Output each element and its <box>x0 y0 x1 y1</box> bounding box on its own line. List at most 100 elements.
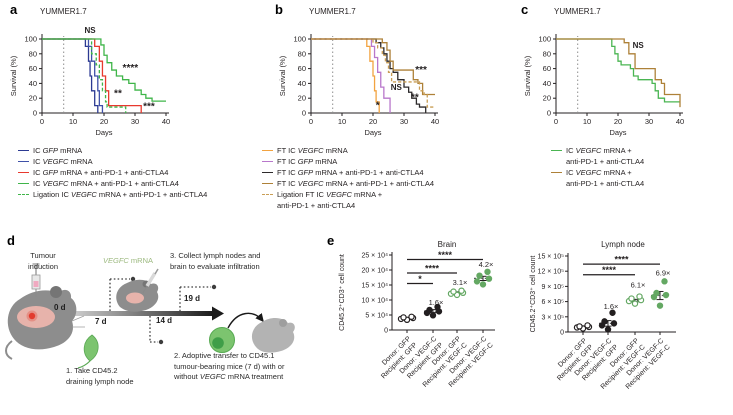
significance-annotation: **** <box>602 265 617 275</box>
data-point <box>485 275 493 282</box>
y-tick-label: 40 <box>29 79 37 88</box>
y-axis-label: CD45.2⁺CD3⁺ cell count <box>529 256 537 333</box>
x-tick-label: 10 <box>69 117 77 126</box>
x-tick-label: 10 <box>338 117 346 126</box>
data-point <box>631 300 639 307</box>
survival-curve <box>311 38 427 113</box>
x-tick-label: 20 <box>614 117 622 126</box>
y-tick-label: 60 <box>298 64 306 73</box>
significance-annotation: NS <box>633 41 645 50</box>
legend-label: FT IC GFP mRNA + anti-PD-1 + anti-CTLA4 <box>277 168 424 177</box>
step1-label: 1. Take CD45.2 draining lymph node <box>66 366 134 386</box>
data-point <box>609 309 616 316</box>
panel-letter-e: e <box>327 233 335 248</box>
y-tick-label: 25 × 10⁴ <box>361 253 388 260</box>
data-point <box>662 291 670 299</box>
chart-title: YUMMER1.7 <box>554 7 601 16</box>
legend-label: IC GFP mRNA + anti-PD-1 + anti-CTLA4 <box>33 168 169 177</box>
legend-swatch <box>18 183 29 184</box>
legend-swatch <box>18 150 29 151</box>
significance-annotation: NS <box>391 83 403 92</box>
legend-item: IC VEGFC mRNA + anti-PD-1 + anti-CTLA4 <box>551 145 644 167</box>
legend-item: IC GFP mRNA <box>18 145 207 156</box>
legend-label: IC VEGFC mRNA + anti-PD-1 + anti-CTLA4 <box>566 168 645 188</box>
y-tick-label: 6 × 10⁵ <box>541 299 564 306</box>
data-point <box>473 278 481 285</box>
y-tick-label: 40 <box>298 79 306 88</box>
survival-curve <box>556 38 680 103</box>
significance-annotation: * <box>418 274 422 284</box>
legend-item: Ligation FT IC VEGFC mRNA + anti-PD-1 + a… <box>262 189 434 211</box>
legend-swatch <box>18 172 29 173</box>
data-point <box>484 268 491 276</box>
connector-dot-19d <box>211 284 217 290</box>
y-tick-label: 0 <box>560 330 564 337</box>
data-point <box>408 313 415 321</box>
x-tick-label: 40 <box>676 117 684 126</box>
y-tick-label: 0 <box>384 328 388 335</box>
legend-label: FT IC GFP mRNA <box>277 157 338 166</box>
panel-letter-c: c <box>521 2 529 17</box>
legend-swatch <box>551 150 562 151</box>
legend-swatch <box>262 150 273 151</box>
data-point <box>601 318 608 325</box>
legend-item: FT IC VEGFC mRNA + anti-PD-1 + anti-CTLA… <box>262 178 434 189</box>
day14-label: 14 d <box>156 316 173 325</box>
y-tick-label: 20 <box>543 94 551 103</box>
survival-chart-a: YUMMER1.7 0 10 20 30 40 0 20 40 60 80 100 Survival (… <box>9 7 170 137</box>
y-tick-label: 5 × 10⁴ <box>365 313 388 320</box>
x-tick-label: 0 <box>309 117 313 126</box>
y-tick-label: 20 × 10⁴ <box>361 268 388 275</box>
mouse-ear <box>279 319 287 327</box>
axis <box>39 34 169 116</box>
legend-item: IC VEGFC mRNA <box>18 156 207 167</box>
panel-letter-b: b <box>275 2 283 17</box>
brain-scatter-chart: Brain 0 5 × 10⁴ 10 × 10⁴ 15 × 10⁴ 20 × 10⁴ 25 … <box>338 240 495 389</box>
lymph-node-icon <box>77 334 99 369</box>
day0-label: 0 d <box>54 303 66 312</box>
x-tick-label: 0 <box>40 117 44 126</box>
y-tick-label: 15 × 10⁴ <box>361 283 388 290</box>
fold-change-label: 6.9× <box>656 268 671 277</box>
transfer-arrow <box>227 312 264 329</box>
syringe-icon <box>31 263 41 297</box>
recipient-mouse <box>251 317 295 353</box>
data-point <box>476 272 483 279</box>
step3-label: 3. Collect lymph nodes and brain to evalu… <box>170 251 261 271</box>
data-point <box>400 314 407 321</box>
data-point <box>653 289 660 297</box>
survival-curve <box>42 38 142 113</box>
legend-label: IC GFP mRNA <box>33 146 83 155</box>
survival-chart-c: YUMMER1.7 0 10 20 30 40 0 20 40 60 80 100 Survival (… <box>523 7 684 137</box>
y-tick-label: 80 <box>298 49 306 58</box>
chart-title: Brain <box>438 240 457 249</box>
data-point <box>656 302 664 309</box>
x-tick-label: 30 <box>645 117 653 126</box>
chart-title: YUMMER1.7 <box>40 7 87 16</box>
significance-annotation: *** <box>415 65 427 76</box>
axis <box>389 252 495 331</box>
x-tick-label: 30 <box>400 117 408 126</box>
axis <box>308 34 438 116</box>
timeline-arrow <box>72 306 224 321</box>
legend-swatch <box>18 161 29 162</box>
chart-title: Lymph node <box>601 240 645 249</box>
connector-dot-7d <box>130 276 136 282</box>
legend-item: IC VEGFC mRNA + anti-PD-1 + anti-CTLA4 <box>18 178 207 189</box>
significance-annotation: ** <box>114 89 122 100</box>
tumour-induction-label: Tumour induction <box>27 251 59 271</box>
y-tick-label: 15 × 10⁵ <box>538 254 565 261</box>
legend-swatch <box>262 183 273 184</box>
x-tick-label: 40 <box>431 117 439 126</box>
survival-curve <box>311 38 435 108</box>
y-tick-label: 100 <box>538 35 551 44</box>
legend-item: FT IC GFP mRNA + anti-PD-1 + anti-CTLA4 <box>262 167 434 178</box>
legend-swatch <box>262 194 273 195</box>
significance-annotation: ** <box>411 92 419 103</box>
syringe-icon <box>145 272 157 287</box>
legend-panel-a: IC GFP mRNA IC VEGFC mRNA IC GFP mRNA + an… <box>18 145 207 200</box>
significance-annotation: * <box>376 101 380 112</box>
survival-curve <box>42 38 166 102</box>
experiment-schematic <box>5 263 295 369</box>
data-point <box>604 326 612 333</box>
